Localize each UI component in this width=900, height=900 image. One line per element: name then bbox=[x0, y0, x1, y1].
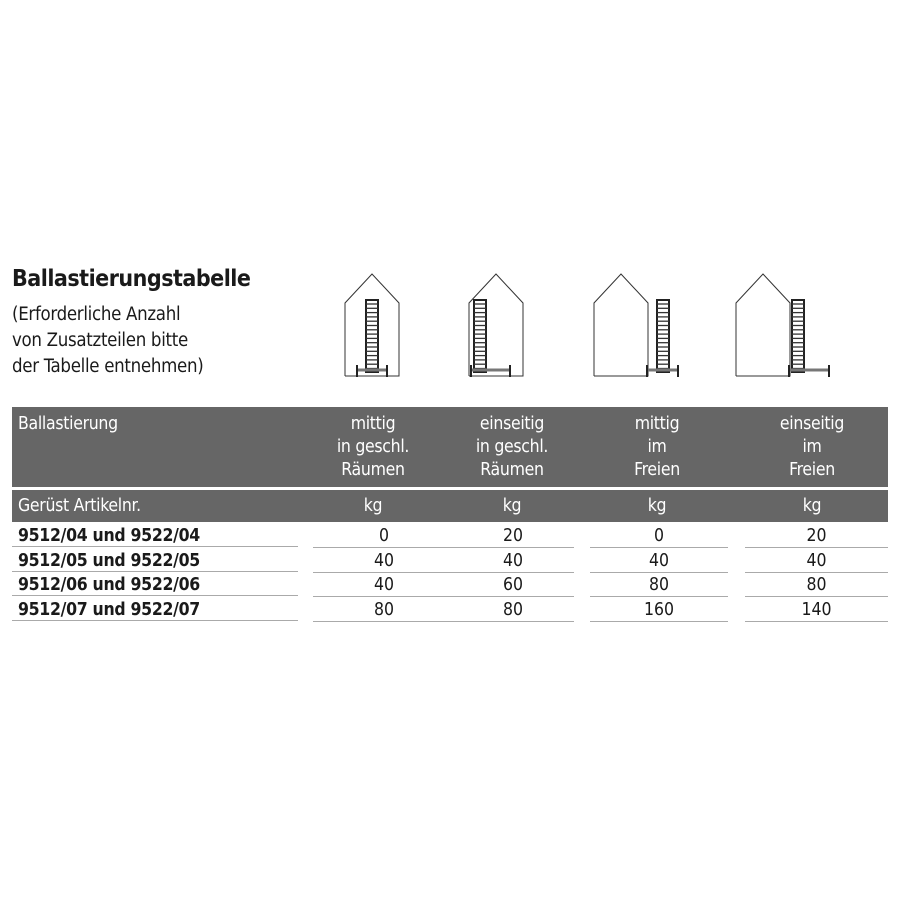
ballast-value: 0 bbox=[313, 524, 455, 548]
house-with-ladder-icon bbox=[735, 273, 830, 377]
page-title: Ballastierungstabelle bbox=[12, 266, 251, 292]
header-col-4: einseitig im Freien bbox=[779, 414, 845, 480]
ballast-value: 160 bbox=[590, 598, 728, 622]
table-row: 9512/05 und 9522/05 40 40 40 40 bbox=[12, 549, 888, 574]
ballast-value: 40 bbox=[590, 549, 728, 573]
subtitle-line: (Erforderliche Anzahl bbox=[12, 304, 181, 325]
header-col-1: mittig in geschl. Räumen bbox=[336, 414, 410, 480]
ballast-value: 80 bbox=[313, 598, 455, 622]
table-row: 9512/04 und 9522/04 0 20 0 20 bbox=[12, 524, 888, 549]
subtitle: (Erforderliche Anzahl von Zusatzteilen b… bbox=[12, 302, 204, 380]
header-col-3: mittig im Freien bbox=[634, 414, 680, 480]
house-with-ladder-icon bbox=[468, 273, 524, 377]
unit-label: kg bbox=[647, 496, 667, 516]
ballast-value: 80 bbox=[452, 598, 574, 622]
subtitle-line: der Tabelle entnehmen) bbox=[12, 356, 204, 377]
table-subheader: Gerüst Artikelnr. kg kg kg kg bbox=[12, 490, 888, 522]
ballast-value: 80 bbox=[745, 573, 888, 597]
table-row: 9512/06 und 9522/06 40 60 80 80 bbox=[12, 573, 888, 598]
subtitle-line: von Zusatzteilen bitte bbox=[12, 330, 188, 351]
ballast-value: 40 bbox=[745, 549, 888, 573]
subheader-artikelnr: Gerüst Artikelnr. bbox=[18, 496, 141, 516]
ballast-value: 20 bbox=[452, 524, 574, 548]
ballast-value: 40 bbox=[313, 573, 455, 597]
ballast-value: 40 bbox=[313, 549, 455, 573]
table-header: Ballastierung mittig in geschl. Räumen ein… bbox=[12, 407, 888, 487]
ballast-value: 40 bbox=[452, 549, 574, 573]
header-ballastierung: Ballastierung bbox=[18, 414, 118, 434]
ballast-table: Ballastierung mittig in geschl. Räumen ein… bbox=[12, 407, 888, 622]
ballast-illustrations bbox=[344, 273, 830, 377]
house-with-ladder-icon bbox=[593, 273, 679, 377]
unit-label: kg bbox=[363, 496, 383, 516]
ballast-value: 140 bbox=[745, 598, 888, 622]
ballast-value: 80 bbox=[590, 573, 728, 597]
article-number: 9512/04 und 9522/04 bbox=[12, 524, 298, 547]
table-row: 9512/07 und 9522/07 80 80 160 140 bbox=[12, 598, 888, 623]
ballast-value: 20 bbox=[745, 524, 888, 548]
article-number: 9512/05 und 9522/05 bbox=[12, 549, 298, 572]
unit-label: kg bbox=[502, 496, 522, 516]
house-with-ladder-icon bbox=[344, 273, 400, 377]
article-number: 9512/07 und 9522/07 bbox=[12, 598, 298, 621]
ballast-value: 0 bbox=[590, 524, 728, 548]
ballast-value: 60 bbox=[452, 573, 574, 597]
header-col-2: einseitig in geschl. Räumen bbox=[475, 414, 549, 480]
unit-label: kg bbox=[802, 496, 822, 516]
article-number: 9512/06 und 9522/06 bbox=[12, 573, 298, 596]
